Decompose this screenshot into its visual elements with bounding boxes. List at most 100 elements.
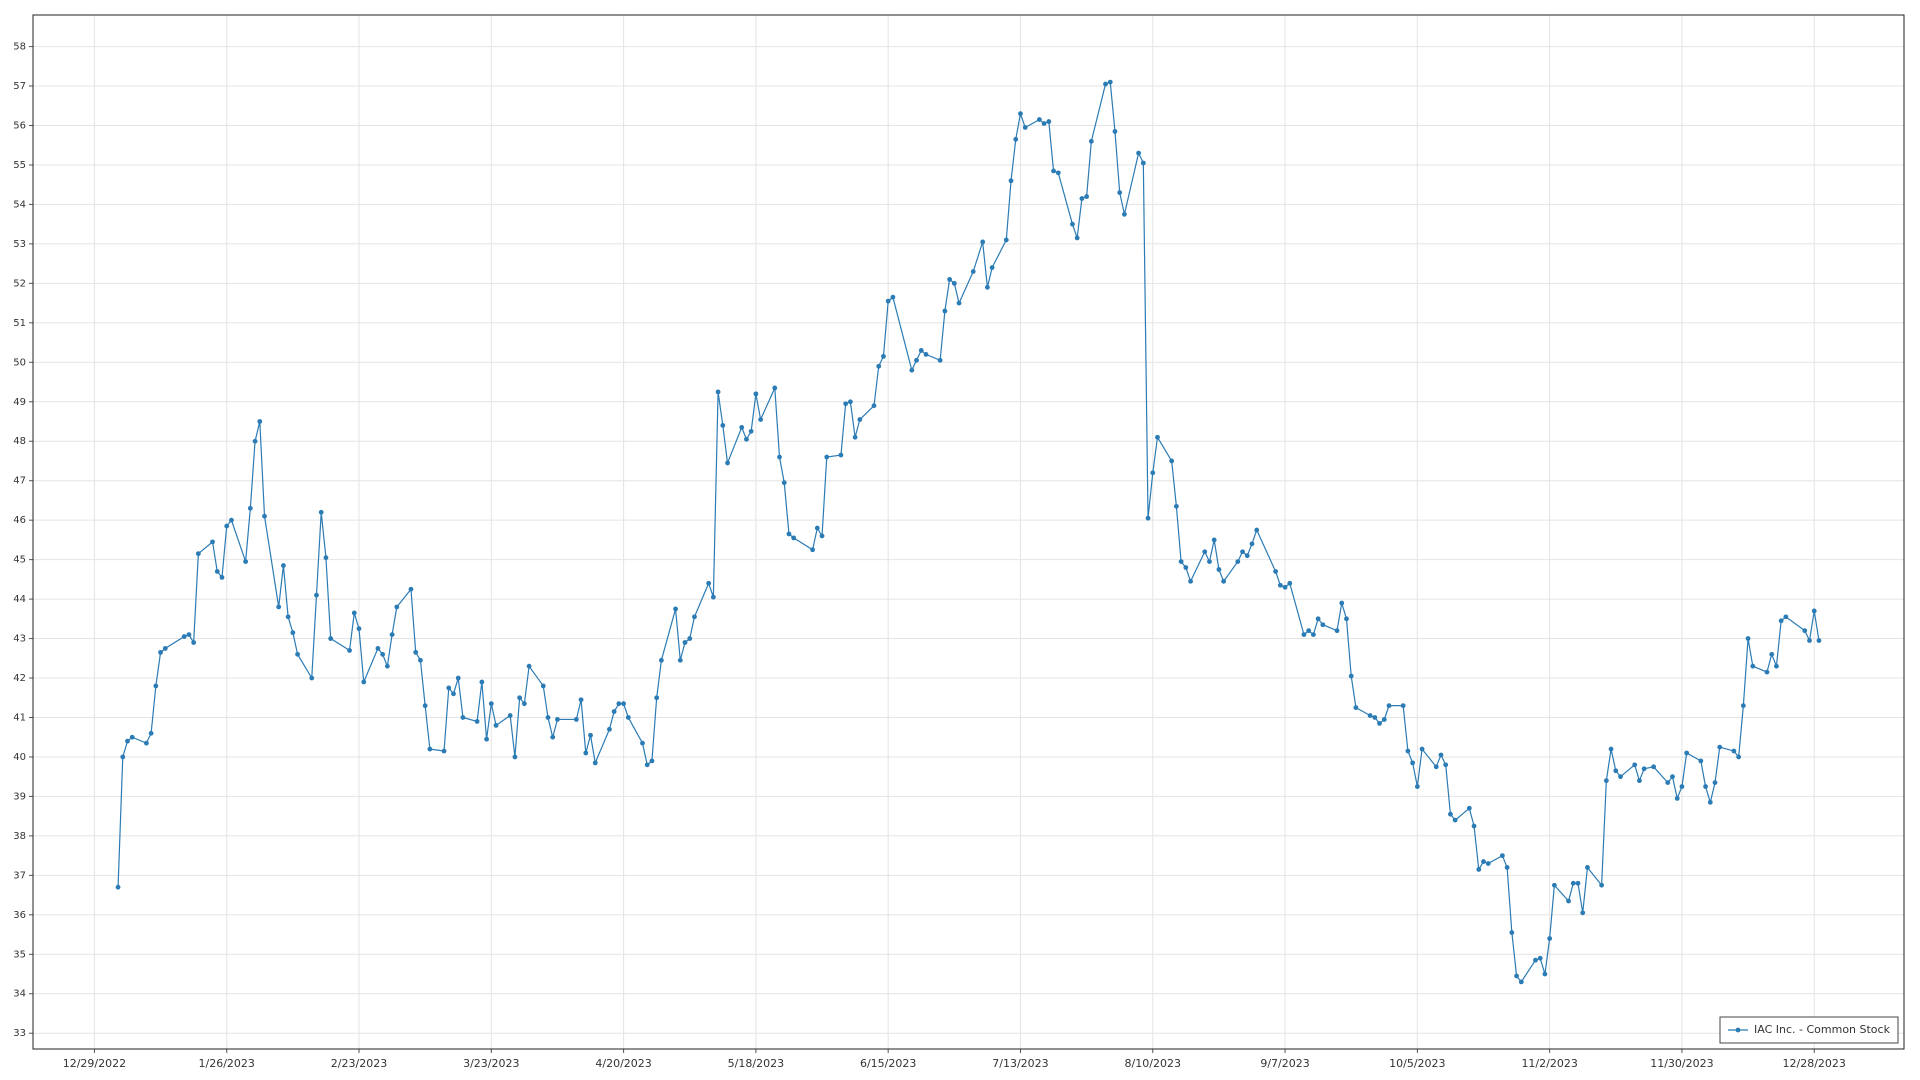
y-tick-label: 45 — [13, 555, 26, 566]
data-point — [772, 385, 778, 391]
data-point — [460, 715, 466, 720]
data-point — [1518, 979, 1524, 985]
y-tick-label: 54 — [13, 199, 26, 210]
legend-marker — [1735, 1027, 1741, 1033]
data-point — [323, 555, 329, 561]
data-point — [1717, 744, 1723, 750]
y-tick-label: 38 — [13, 831, 26, 842]
data-point — [1188, 578, 1193, 584]
data-point — [257, 419, 263, 424]
data-point — [1750, 663, 1756, 669]
data-point — [1377, 721, 1382, 726]
data-point — [1088, 138, 1094, 144]
data-point — [455, 675, 461, 681]
x-tick-label: 1/26/2023 — [199, 1057, 255, 1070]
data-point — [1580, 910, 1586, 916]
data-point — [143, 740, 149, 746]
data-point — [1287, 580, 1293, 586]
data-point — [1514, 973, 1519, 979]
data-point — [507, 713, 513, 718]
data-point — [1117, 190, 1123, 195]
data-point — [857, 417, 863, 422]
data-point — [777, 454, 782, 460]
x-tick-label: 3/23/2023 — [463, 1057, 519, 1070]
data-point — [1041, 121, 1047, 126]
data-point — [1684, 750, 1690, 756]
data-point — [1736, 754, 1742, 760]
data-point — [1216, 567, 1222, 572]
data-point — [314, 592, 319, 598]
data-point — [555, 717, 560, 722]
data-point — [942, 308, 948, 314]
data-point — [181, 634, 187, 639]
data-point — [1499, 853, 1505, 859]
data-point — [1155, 434, 1160, 440]
data-point — [607, 726, 612, 732]
data-point — [1764, 669, 1770, 675]
x-tick-label: 4/20/2023 — [595, 1057, 651, 1070]
data-point — [479, 679, 485, 685]
data-point — [418, 657, 423, 663]
data-point — [1070, 221, 1075, 227]
data-point — [1414, 784, 1420, 789]
data-point — [1433, 764, 1439, 770]
data-point — [384, 663, 390, 669]
data-point — [781, 480, 787, 486]
data-point — [914, 357, 919, 363]
data-point — [1003, 237, 1009, 243]
data-point — [1679, 784, 1685, 789]
data-point — [1774, 663, 1779, 669]
data-point — [1140, 160, 1146, 166]
data-point — [1211, 537, 1217, 543]
data-point — [1178, 559, 1184, 564]
data-point — [1618, 774, 1623, 780]
data-point — [1448, 811, 1453, 817]
data-point — [843, 401, 849, 407]
x-tick-label: 12/28/2023 — [1783, 1057, 1846, 1070]
data-point — [276, 604, 282, 610]
data-point — [474, 719, 480, 724]
data-point — [1533, 957, 1538, 963]
x-tick-label: 9/7/2023 — [1260, 1057, 1309, 1070]
data-point — [909, 367, 915, 373]
data-point — [1471, 823, 1477, 829]
data-point — [748, 428, 754, 434]
data-point — [1674, 795, 1680, 801]
data-point — [838, 452, 844, 458]
data-point — [1183, 565, 1189, 570]
data-point — [621, 701, 626, 707]
data-point — [408, 586, 414, 592]
data-point — [786, 531, 792, 537]
data-point — [791, 535, 797, 541]
data-point — [1150, 470, 1156, 476]
y-tick-label: 55 — [13, 160, 26, 171]
data-point — [1410, 760, 1416, 766]
data-point — [611, 709, 617, 714]
x-tick-label: 8/10/2023 — [1125, 1057, 1181, 1070]
data-point — [644, 762, 650, 768]
data-point — [446, 685, 452, 691]
data-point — [1608, 746, 1614, 752]
data-point — [1353, 705, 1359, 711]
data-point — [692, 614, 697, 620]
data-point — [214, 569, 220, 574]
data-point — [677, 657, 683, 663]
data-point — [1703, 784, 1708, 789]
y-tick-label: 33 — [13, 1028, 26, 1039]
x-tick-label: 5/18/2023 — [728, 1057, 784, 1070]
y-tick-label: 57 — [13, 81, 26, 92]
data-point — [186, 632, 192, 638]
data-point — [451, 691, 456, 697]
data-point — [1273, 569, 1279, 574]
data-point — [937, 357, 943, 363]
data-point — [715, 389, 721, 395]
data-point — [394, 604, 400, 610]
data-point — [649, 758, 655, 764]
data-point — [951, 280, 957, 286]
data-point — [1348, 673, 1354, 679]
data-point — [328, 636, 334, 641]
data-point — [956, 300, 962, 306]
data-point — [1570, 880, 1576, 886]
data-point — [351, 610, 357, 616]
